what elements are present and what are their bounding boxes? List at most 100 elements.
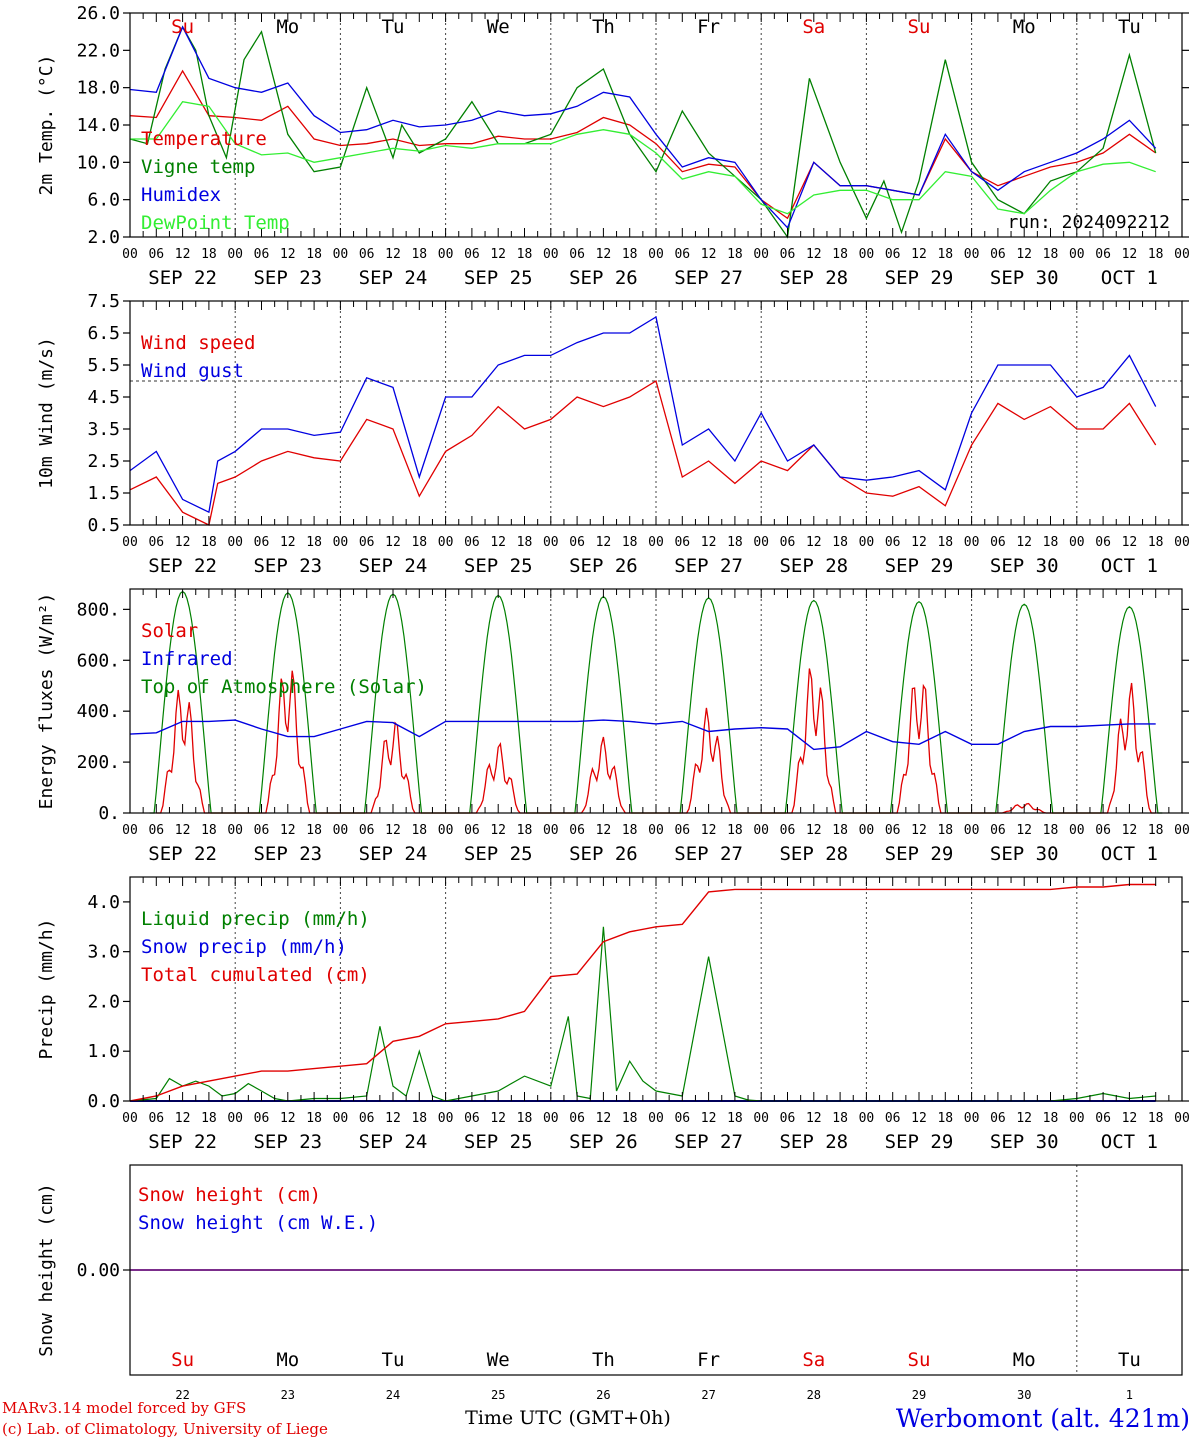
total-cumulated-line [129, 883, 1156, 1102]
hour-label: 00 [543, 823, 559, 838]
y-axis-label: Snow height (cm) [36, 1183, 57, 1356]
hour-label: 12 [806, 1111, 822, 1126]
day-number: 28 [807, 1388, 821, 1402]
hour-label: 18 [201, 1111, 217, 1126]
hour-label: 06 [359, 535, 375, 550]
date-label: OCT 1 [1101, 555, 1158, 577]
hour-label: 18 [306, 1111, 322, 1126]
hour-label: 12 [911, 535, 927, 550]
vigne-temp-line [129, 25, 1157, 239]
hour-label: 06 [254, 247, 270, 262]
hour-label: 18 [201, 247, 217, 262]
y-tick-label: 1.5 [87, 483, 120, 504]
y-tick-label: 10.0 [77, 152, 120, 173]
y-tick-label: 2.5 [87, 451, 120, 472]
date-label: SEP 23 [253, 555, 322, 577]
hour-label: 06 [1095, 823, 1111, 838]
date-label: SEP 29 [885, 843, 954, 865]
hour-label: 12 [911, 247, 927, 262]
legend-snow-height--cm-: Snow height (cm) [138, 1184, 321, 1206]
hour-label: 00 [964, 247, 980, 262]
hour-label: 06 [674, 535, 690, 550]
hour-label: 06 [359, 1111, 375, 1126]
hour-label: 18 [937, 535, 953, 550]
hour-label: 12 [280, 535, 296, 550]
hour-label: 18 [832, 1111, 848, 1126]
hour-label: 00 [753, 823, 769, 838]
date-label: SEP 29 [885, 267, 954, 289]
date-label: OCT 1 [1101, 1131, 1158, 1153]
hour-label: 00 [1069, 247, 1085, 262]
date-label: SEP 29 [885, 555, 954, 577]
hour-label: 12 [596, 823, 612, 838]
hour-label: 06 [780, 823, 796, 838]
hour-label: 06 [464, 823, 480, 838]
legend-snow-height--cm-w-e--: Snow height (cm W.E.) [138, 1212, 378, 1234]
y-tick-label: 14.0 [77, 115, 120, 136]
hour-label: 18 [1043, 1111, 1059, 1126]
hour-label: 12 [806, 247, 822, 262]
day-label-top: Th [592, 16, 615, 38]
hour-label: 00 [543, 535, 559, 550]
day-label-bottom: Tu [1118, 1349, 1141, 1371]
day-label-bottom: Su [908, 1349, 931, 1371]
hour-label: 00 [333, 1111, 349, 1126]
day-label-bottom: Tu [382, 1349, 405, 1371]
hour-label: 12 [1122, 535, 1138, 550]
y-tick-label: 22.0 [77, 40, 120, 61]
hour-label: 00 [964, 535, 980, 550]
hour-label: 12 [1016, 1111, 1032, 1126]
day-label-top: We [487, 16, 510, 38]
hour-label: 18 [201, 823, 217, 838]
hour-label: 18 [306, 247, 322, 262]
legend-infrared: Infrared [141, 648, 233, 670]
hour-label: 12 [385, 823, 401, 838]
date-label: SEP 26 [569, 555, 638, 577]
hour-label: 06 [254, 1111, 270, 1126]
hour-label: 12 [175, 247, 191, 262]
hour-label: 00 [859, 1111, 875, 1126]
hour-label: 00 [964, 823, 980, 838]
temperature-line [129, 69, 1157, 220]
date-label: OCT 1 [1101, 843, 1158, 865]
date-label: SEP 28 [779, 555, 848, 577]
y-tick-label: 600. [77, 650, 120, 671]
legend-wind-gust: Wind gust [141, 360, 244, 382]
day-number: 24 [386, 1388, 400, 1402]
date-label: SEP 22 [148, 1131, 217, 1153]
hour-label: 00 [1174, 247, 1190, 262]
hour-label: 06 [148, 535, 164, 550]
y-tick-label: 3.0 [87, 942, 120, 963]
day-label-top: Tu [1118, 16, 1141, 38]
y-axis-label: 10m Wind (m/s) [36, 337, 57, 489]
day-label-top: Sa [802, 16, 825, 38]
hour-label: 12 [1016, 823, 1032, 838]
hour-label: 06 [990, 823, 1006, 838]
hour-label: 00 [753, 247, 769, 262]
hour-label: 12 [701, 1111, 717, 1126]
legend-total-cumulated--cm-: Total cumulated (cm) [141, 964, 370, 986]
legend-dewpoint-temp: DewPoint Temp [141, 212, 290, 234]
hour-label: 00 [753, 1111, 769, 1126]
hour-label: 18 [832, 247, 848, 262]
hour-label: 00 [1174, 823, 1190, 838]
hour-label: 00 [227, 823, 243, 838]
legend-top-of-atmosphere--solar-: Top of Atmosphere (Solar) [141, 676, 427, 698]
date-label: SEP 28 [779, 267, 848, 289]
date-label: SEP 26 [569, 1131, 638, 1153]
y-tick-label: 2.0 [87, 227, 120, 248]
date-label: SEP 24 [359, 555, 428, 577]
hour-label: 12 [1122, 823, 1138, 838]
hour-label: 00 [859, 247, 875, 262]
hour-label: 18 [1148, 535, 1164, 550]
y-tick-label: 6.5 [87, 323, 120, 344]
hour-label: 06 [674, 1111, 690, 1126]
hour-label: 12 [280, 1111, 296, 1126]
hour-label: 12 [701, 247, 717, 262]
date-label: SEP 26 [569, 267, 638, 289]
date-label: SEP 28 [779, 843, 848, 865]
hour-label: 12 [385, 1111, 401, 1126]
hour-label: 18 [411, 535, 427, 550]
hour-label: 00 [438, 823, 454, 838]
